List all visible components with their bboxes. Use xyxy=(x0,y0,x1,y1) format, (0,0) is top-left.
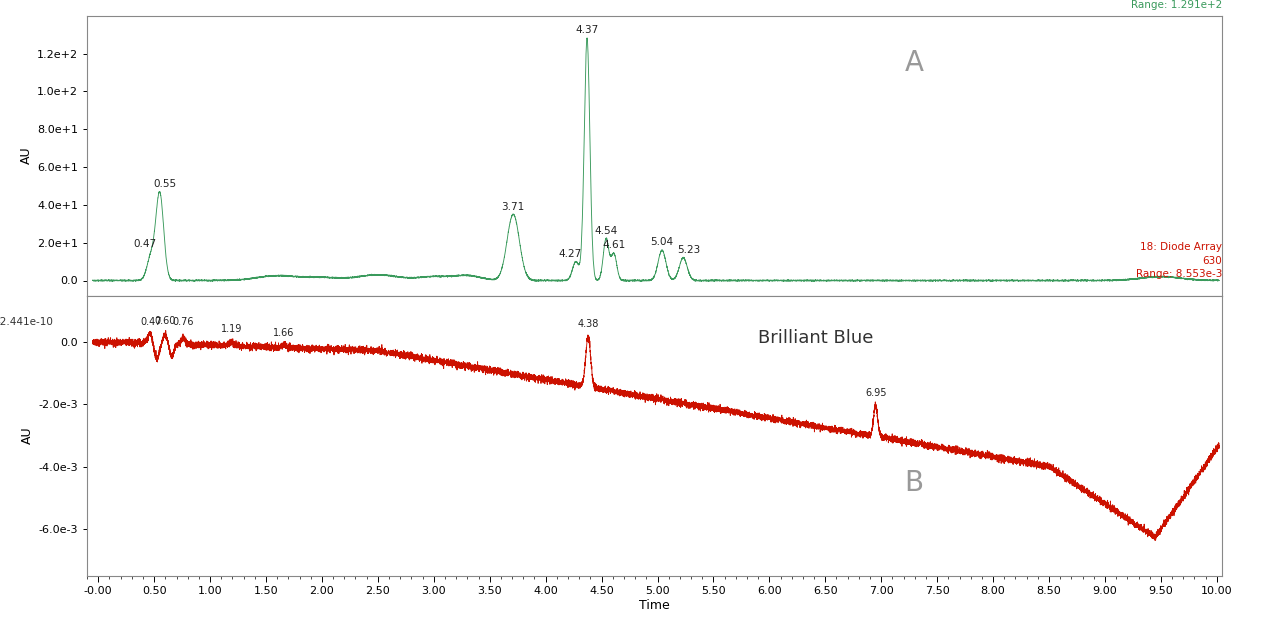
Text: 18: Diode Array
630
Range: 8.553e-3: 18: Diode Array 630 Range: 8.553e-3 xyxy=(1137,242,1222,279)
Text: -2.441e-10: -2.441e-10 xyxy=(0,316,52,326)
Text: 6.95: 6.95 xyxy=(865,387,886,398)
Text: Brilliant Blue: Brilliant Blue xyxy=(758,329,873,347)
Text: 1.66: 1.66 xyxy=(273,328,294,338)
Text: 4.61: 4.61 xyxy=(603,240,626,250)
Text: 3.71: 3.71 xyxy=(502,201,525,211)
Text: 18: Diode Array
Range: 1.291e+2: 18: Diode Array Range: 1.291e+2 xyxy=(1132,0,1222,10)
Y-axis label: AU: AU xyxy=(22,426,35,445)
Text: 0.47: 0.47 xyxy=(140,317,161,326)
Text: 4.37: 4.37 xyxy=(576,25,599,35)
Text: 4.27: 4.27 xyxy=(558,248,582,259)
Text: 0.76: 0.76 xyxy=(173,318,195,328)
Text: 5.23: 5.23 xyxy=(677,245,700,255)
Text: 4.54: 4.54 xyxy=(594,226,618,236)
Y-axis label: AU: AU xyxy=(19,147,33,165)
Text: B: B xyxy=(905,469,924,497)
Text: 0.55: 0.55 xyxy=(154,179,177,189)
Text: A: A xyxy=(905,49,923,77)
Text: 5.04: 5.04 xyxy=(650,237,673,247)
Text: 0.60: 0.60 xyxy=(155,316,177,326)
Text: 4.38: 4.38 xyxy=(577,319,599,328)
X-axis label: Time: Time xyxy=(639,599,671,612)
Text: 0.47: 0.47 xyxy=(133,239,156,249)
Text: 1.19: 1.19 xyxy=(220,323,242,333)
